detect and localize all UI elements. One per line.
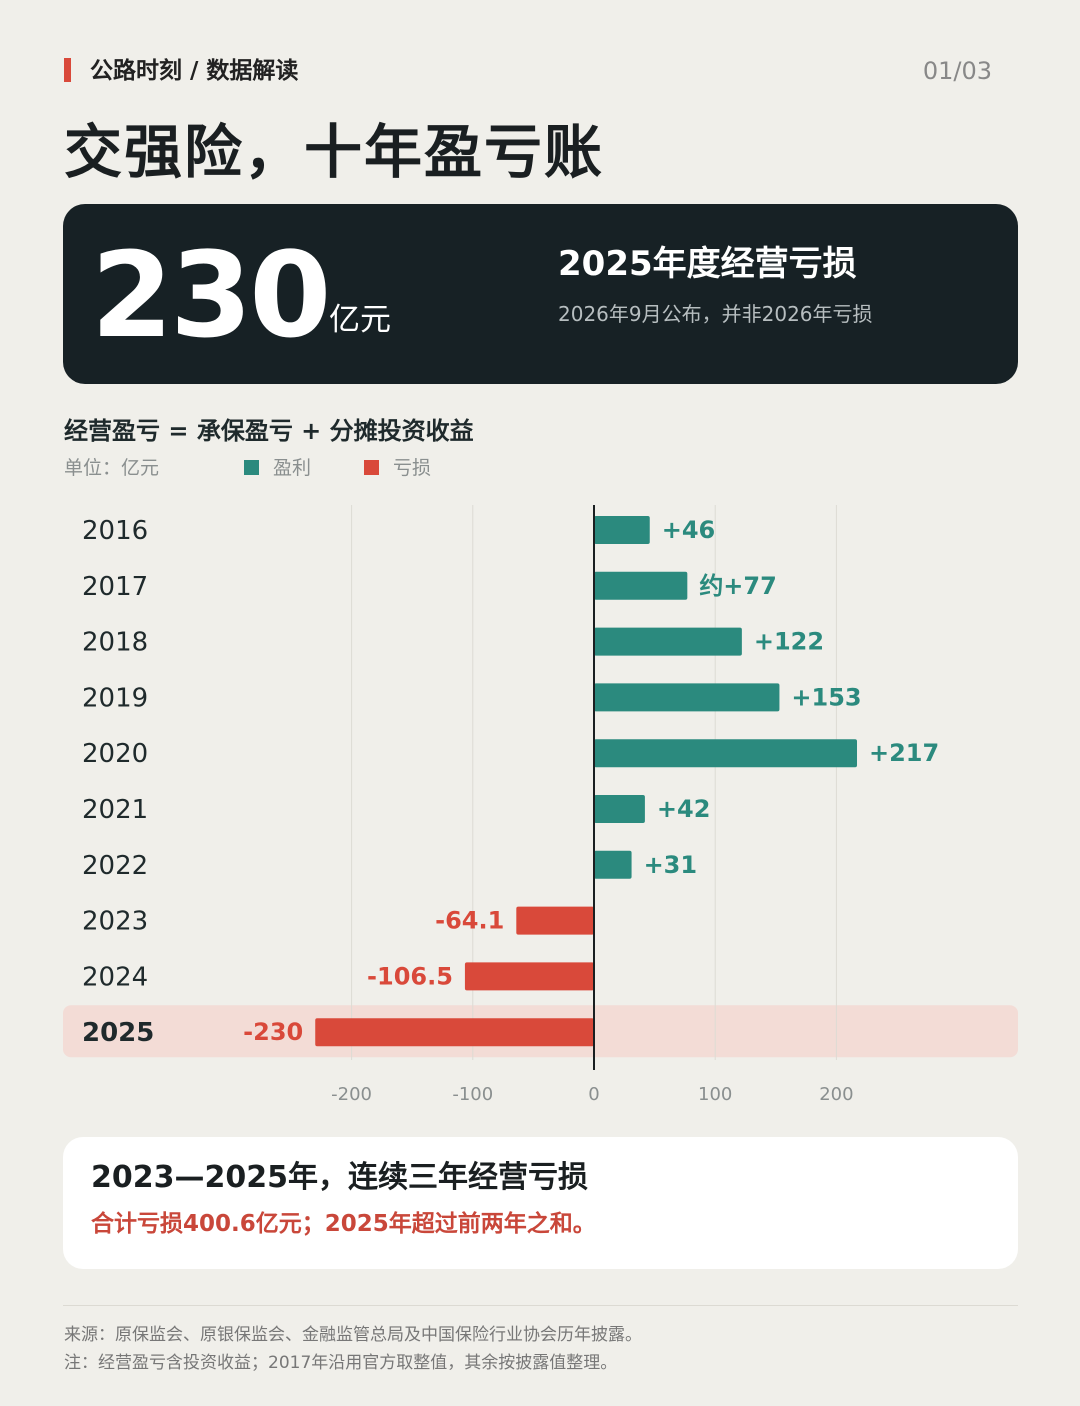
data-label: +42 — [657, 795, 711, 823]
bar-2024 — [464, 962, 594, 991]
data-label: 约+77 — [699, 572, 777, 600]
kpi-note: 2026年9月公布，并非2026年亏损 — [558, 302, 873, 326]
data-label: +153 — [791, 683, 861, 711]
bar-chart: 2016 +46 2017 约+77 2018 +122 2019 +153 2020 +217 2… — [63, 505, 1018, 1105]
category-label: 2023 — [82, 907, 148, 937]
summary-card: 2023—2025年，连续三年经营亏损 合计亏损400.6亿元；2025年超过前… — [63, 1137, 1018, 1269]
page-indicator: 01/03 — [922, 57, 992, 85]
bar-2017 — [594, 571, 688, 600]
legend-label-profit: 盈利 — [273, 457, 312, 479]
method-note: 注：经营盈亏含投资收益；2017年沿用官方取整值，其余按披露值整理。 — [64, 1353, 618, 1373]
data-label: +31 — [644, 851, 698, 879]
accent-bar — [64, 58, 71, 82]
bar-2025 — [315, 1018, 594, 1047]
bar-2016 — [594, 516, 650, 544]
top-bar: 公路时刻 / 数据解读 01/03 — [64, 56, 992, 88]
category-label: 2024 — [82, 962, 148, 992]
category-label: 2021 — [82, 795, 148, 825]
summary-subtitle: 合计亏损400.6亿元；2025年超过前两年之和。 — [91, 1211, 596, 1237]
kpi-card: 230 亿元 2025年度经营亏损 2026年9月公布，并非2026年亏损 — [63, 204, 1018, 384]
bar-2019 — [594, 683, 780, 712]
tick-label: 200 — [819, 1084, 853, 1105]
data-label: +122 — [754, 628, 824, 656]
kpi-heading: 2025年度经营亏损 — [558, 244, 857, 284]
bar-2021 — [594, 795, 645, 823]
data-label: -230 — [243, 1018, 303, 1046]
page-title: 交强险，十年盈亏账 — [64, 118, 605, 186]
bar-2018 — [594, 627, 742, 656]
tick-label: -100 — [452, 1084, 493, 1105]
data-label: -64.1 — [435, 907, 504, 935]
legend-label-loss: 亏损 — [393, 457, 432, 479]
tick-label: 0 — [588, 1084, 599, 1105]
category-label: 2025 — [82, 1018, 154, 1048]
category-label: 2017 — [82, 572, 148, 602]
unit-label: 单位：亿元 — [64, 457, 160, 479]
chart-formula: 经营盈亏 = 承保盈亏 + 分摊投资收益 — [64, 417, 474, 445]
footer-divider — [63, 1305, 1018, 1306]
bar-2020 — [594, 739, 858, 768]
data-label: +46 — [662, 516, 716, 544]
summary-title: 2023—2025年，连续三年经营亏损 — [91, 1160, 588, 1195]
category-label: 2020 — [82, 739, 148, 769]
bar-2023 — [516, 906, 594, 935]
category-label: 2018 — [82, 628, 148, 658]
source-note: 来源：原保监会、原银保监会、金融监管总局及中国保险行业协会历年披露。 — [64, 1325, 642, 1345]
data-label: +217 — [869, 739, 939, 767]
legend-swatch-loss — [364, 460, 379, 475]
legend-swatch-profit — [244, 460, 259, 475]
kpi-unit: 亿元 — [329, 302, 391, 338]
chart-legend: 单位：亿元 盈利 亏损 — [64, 454, 664, 482]
legend-item-loss: 亏损 — [364, 454, 431, 482]
category-label: 2022 — [82, 851, 148, 881]
category-label: 2019 — [82, 683, 148, 713]
legend-item-profit: 盈利 — [244, 454, 311, 482]
tick-label: -200 — [331, 1084, 372, 1105]
tick-label: 100 — [698, 1084, 732, 1105]
kpi-value: 230 — [91, 226, 331, 364]
data-label: -106.5 — [367, 962, 453, 990]
breadcrumb: 公路时刻 / 数据解读 — [90, 58, 299, 84]
category-label: 2016 — [82, 516, 148, 546]
bar-2022 — [594, 850, 632, 879]
